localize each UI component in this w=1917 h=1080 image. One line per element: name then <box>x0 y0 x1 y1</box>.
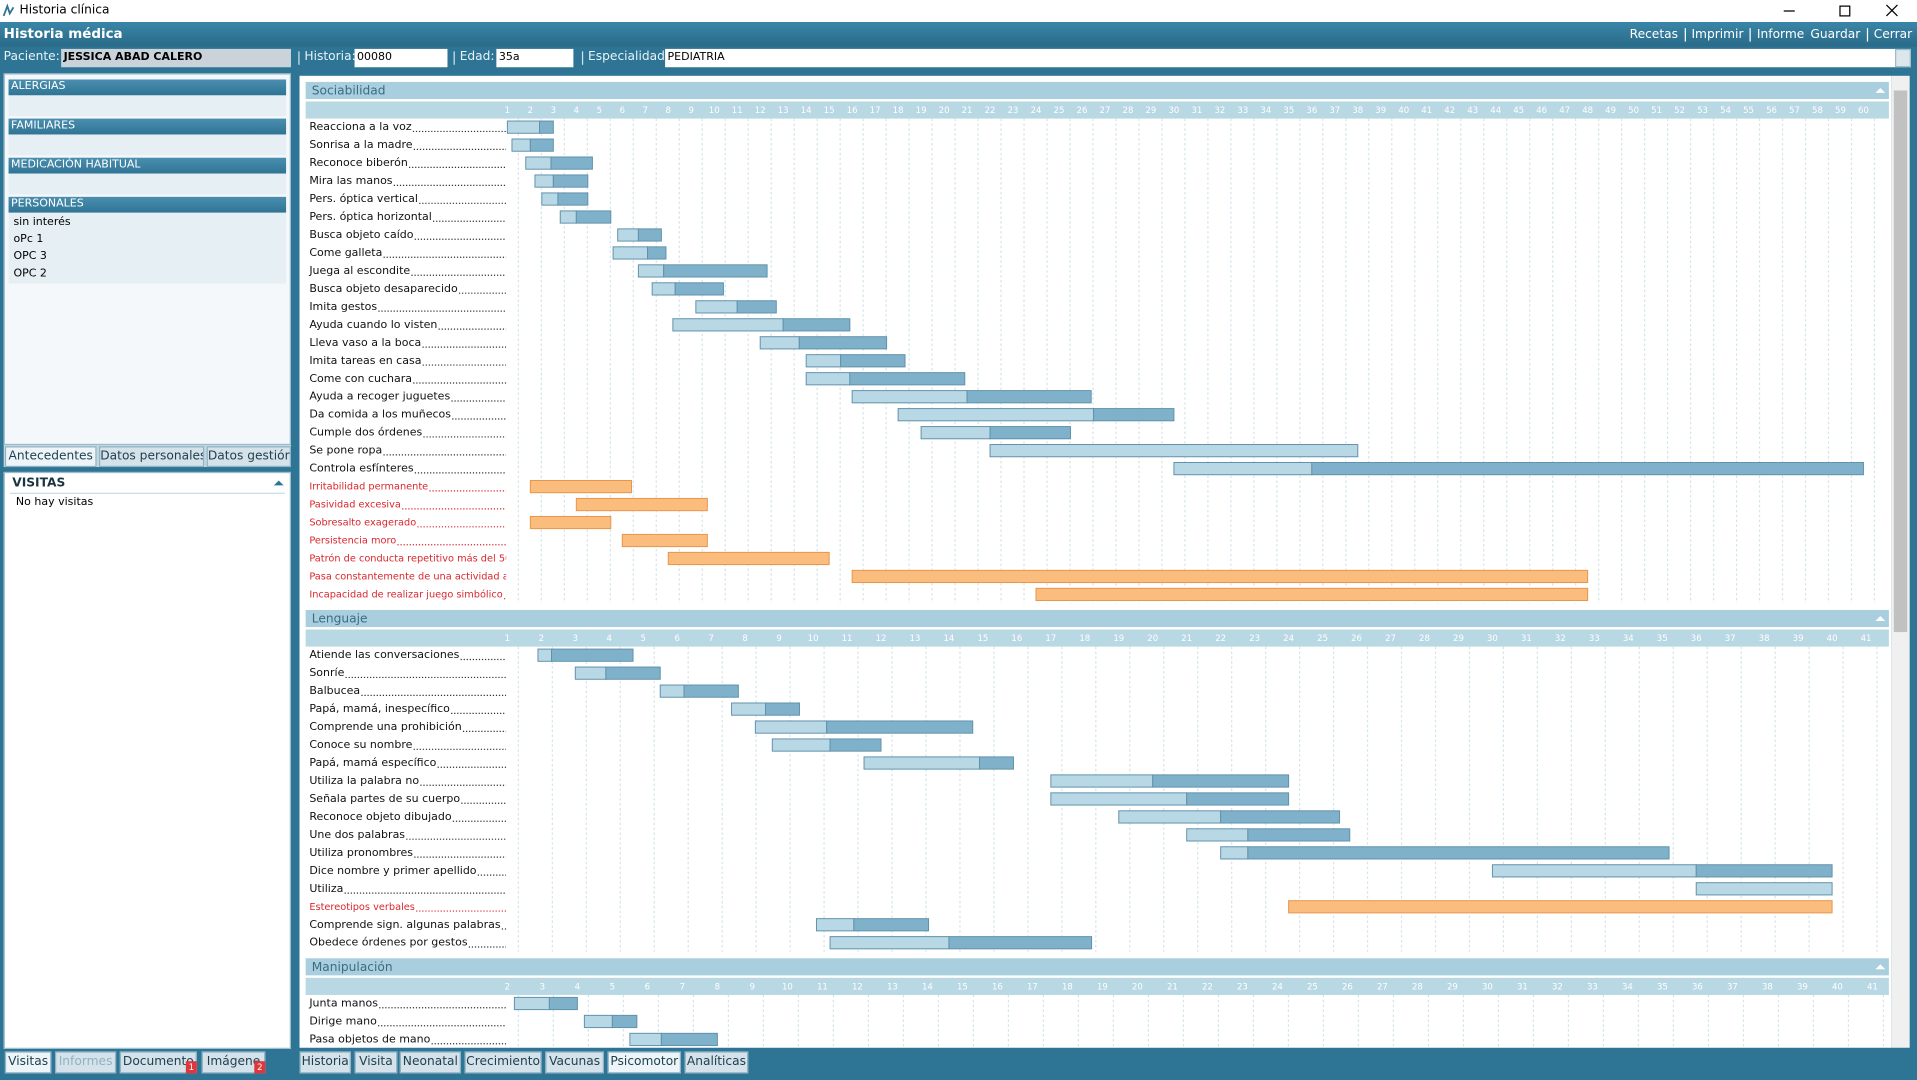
field-label: Edad: <box>459 50 495 64</box>
tab[interactable]: Neonatal <box>399 1051 461 1074</box>
tab[interactable]: Datos personales <box>99 446 205 468</box>
separator <box>298 51 300 65</box>
title-bar: Historia clínica <box>0 0 1917 23</box>
section-body <box>8 173 287 195</box>
section-item: sin interés <box>13 216 71 229</box>
visits-title: VISITAS <box>12 476 66 491</box>
collapse-arrow[interactable] <box>273 479 284 486</box>
section-body <box>8 95 287 117</box>
tab[interactable]: Antecedentes <box>4 446 97 468</box>
section-item: oPc 1 <box>13 233 44 246</box>
tab[interactable]: Visita <box>354 1051 398 1074</box>
tab[interactable]: Analíticas <box>684 1051 749 1074</box>
visits-tabs: Visitas Informes Documento 1 Imágene 2 <box>4 1051 291 1074</box>
section-item: OPC 2 <box>13 267 47 280</box>
tab[interactable]: Imágene <box>201 1051 266 1074</box>
scrollbar[interactable] <box>1891 75 1910 1048</box>
antecedentes-panel: ALERGIAS FAMILIARES MEDICACIÓN HABITUAL PER… <box>3 73 291 446</box>
patient-bar: Paciente: JESSICA ABAD CALERO Historia: 000… <box>0 46 1917 69</box>
header-title: Historia médica <box>3 25 123 42</box>
field-value[interactable]: 35a <box>496 48 574 68</box>
section-header[interactable]: PERSONALES <box>8 196 287 213</box>
separator <box>1684 27 1686 41</box>
separator <box>1749 27 1751 41</box>
header-link[interactable]: Cerrar <box>1873 27 1913 41</box>
main-tabs: Historia Visita Neonatal Crecimiento Vacunas… <box>299 1051 789 1074</box>
tab[interactable]: Vacunas <box>545 1051 604 1074</box>
section-header[interactable]: MEDICACIÓN HABITUAL <box>8 157 287 174</box>
tab[interactable]: Psicomotor <box>607 1051 681 1074</box>
window-title: Historia clínica <box>19 3 110 18</box>
field-value[interactable]: PEDIATRIA <box>665 48 1895 68</box>
badge: 2 <box>254 1061 266 1074</box>
header-link[interactable]: Imprimir <box>1691 27 1744 41</box>
field-label: Historia: <box>304 50 356 64</box>
scrollbar-thumb[interactable] <box>1893 90 1908 633</box>
visits-empty: No hay visitas <box>15 496 94 509</box>
separator <box>581 51 584 65</box>
badge: 1 <box>185 1061 197 1074</box>
psicomotor-panel <box>299 75 1892 1048</box>
section-header[interactable]: FAMILIARES <box>8 118 287 135</box>
tab[interactable]: Crecimiento <box>464 1051 542 1074</box>
window-controls[interactable] <box>1779 4 1913 19</box>
dropdown-button[interactable] <box>1894 48 1911 68</box>
section-header[interactable]: ALERGIAS <box>8 79 287 96</box>
field-label: Especialidad: <box>588 50 669 64</box>
header-links: Recetas Imprimir Informe Guardar Cerrar <box>1630 22 1912 46</box>
field-value[interactable]: 00080 <box>354 48 448 68</box>
app-icon <box>2 3 15 17</box>
tab[interactable]: Informes <box>55 1051 117 1074</box>
visits-panel: VISITAS No hay visitas <box>3 471 291 1049</box>
tab[interactable]: Historia <box>299 1051 351 1074</box>
section-body: sin interés oPc 1 OPC 3 OPC 2 <box>8 212 287 284</box>
tab[interactable]: Datos gestión <box>206 446 291 468</box>
separator <box>453 51 455 65</box>
section-body <box>8 134 287 156</box>
separator <box>9 492 285 494</box>
separator <box>1866 27 1868 41</box>
field-label: Paciente: <box>3 50 60 64</box>
header-bar: Historia médica Recetas Imprimir Informe Gu… <box>0 22 1917 47</box>
header-link[interactable]: Guardar <box>1810 27 1861 41</box>
header-link[interactable]: Recetas <box>1629 27 1678 41</box>
section-item: OPC 3 <box>13 250 47 263</box>
header-link[interactable]: Informe <box>1756 27 1805 41</box>
field-value[interactable]: JESSICA ABAD CALERO <box>61 48 291 68</box>
antecedentes-tabs: Antecedentes Datos personales Datos gestió… <box>3 445 291 468</box>
tab[interactable]: Visitas <box>4 1051 52 1074</box>
